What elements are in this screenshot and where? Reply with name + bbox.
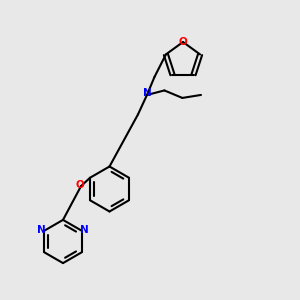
Text: O: O (178, 37, 188, 47)
Text: N: N (142, 88, 152, 98)
Text: N: N (80, 225, 89, 235)
Text: O: O (75, 180, 84, 190)
Text: N: N (37, 225, 46, 235)
